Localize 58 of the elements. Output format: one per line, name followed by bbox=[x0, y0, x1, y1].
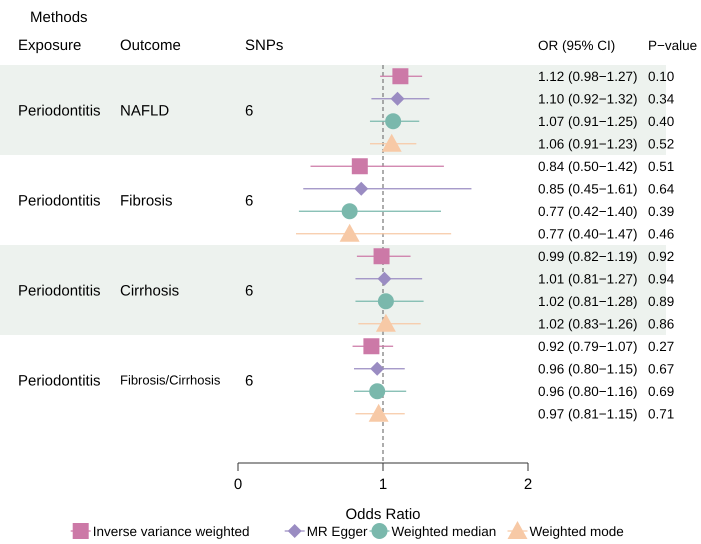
text: Exposure bbox=[18, 37, 82, 54]
text: 0.85 (0.45−1.61) bbox=[538, 181, 638, 196]
text: 0.92 bbox=[648, 248, 674, 264]
text: 0.10 bbox=[648, 68, 674, 84]
text: 0.64 bbox=[648, 181, 675, 196]
legend-label: MR Egger bbox=[306, 524, 368, 539]
text: 1.12 (0.98−1.27) bbox=[538, 68, 638, 84]
text: 1.07 (0.91−1.25) bbox=[538, 114, 638, 129]
text: 1.06 (0.91−1.23) bbox=[538, 136, 638, 152]
text: 0.51 bbox=[648, 158, 674, 174]
text: 0.84 (0.50−1.42) bbox=[538, 158, 638, 174]
annotation: 6 bbox=[245, 282, 254, 300]
text: 1.10 (0.92−1.32) bbox=[538, 91, 638, 106]
annotation: 6 bbox=[245, 102, 254, 120]
text: 0.71 bbox=[648, 406, 674, 422]
annotation: 6 bbox=[245, 192, 254, 210]
text: Periodontitis bbox=[18, 372, 101, 390]
text: 0.86 bbox=[648, 316, 674, 332]
x-tick-label: 2 bbox=[524, 476, 532, 493]
text: 0.77 (0.40−1.47) bbox=[538, 226, 638, 242]
text: Outcome bbox=[120, 37, 181, 54]
text: 0.92 (0.79−1.07) bbox=[538, 338, 638, 354]
text: 0.97 (0.81−1.15) bbox=[538, 406, 638, 422]
text: SNPs bbox=[245, 37, 284, 54]
text: 0.96 (0.80−1.16) bbox=[538, 384, 638, 399]
text: 0.96 (0.80−1.15) bbox=[538, 361, 638, 376]
text: 0.94 bbox=[648, 271, 675, 286]
text: Periodontitis bbox=[18, 192, 101, 210]
text: 1.02 (0.81−1.28) bbox=[538, 294, 638, 309]
text: Methods bbox=[30, 9, 88, 26]
text: 1.01 (0.81−1.27) bbox=[538, 271, 638, 286]
text: 0.89 bbox=[648, 294, 674, 309]
legend-label: Inverse variance weighted bbox=[92, 524, 250, 539]
x-axis-title: Odds Ratio bbox=[345, 506, 421, 523]
annotation: 6 bbox=[245, 372, 254, 390]
text: 0.99 (0.82−1.19) bbox=[538, 248, 638, 264]
text: 0.69 bbox=[648, 384, 674, 399]
text: 1.02 (0.83−1.26) bbox=[538, 316, 638, 332]
legend-label: Weighted mode bbox=[530, 524, 624, 539]
text: P−value bbox=[648, 38, 698, 53]
text: 0.27 bbox=[648, 338, 674, 354]
y-tick-label: NAFLD bbox=[120, 102, 170, 120]
text: 0.67 bbox=[648, 361, 674, 376]
text: Periodontitis bbox=[18, 102, 101, 120]
text: 0.40 bbox=[648, 114, 674, 129]
text: 0.34 bbox=[648, 91, 675, 106]
x-tick-label: 0 bbox=[234, 476, 242, 493]
text: 0.77 (0.42−1.40) bbox=[538, 204, 638, 219]
x-tick-label: 1 bbox=[378, 476, 388, 493]
text: 0.52 bbox=[648, 136, 674, 152]
text: Periodontitis bbox=[18, 282, 101, 300]
text: OR (95% CI) bbox=[538, 38, 616, 53]
text: 0.46 bbox=[648, 226, 674, 242]
legend-label: Weighted median bbox=[392, 524, 496, 539]
text: 0.39 bbox=[648, 204, 674, 219]
y-tick-label: Fibrosis bbox=[120, 192, 173, 210]
y-tick-label: Cirrhosis bbox=[120, 282, 180, 300]
y-tick-label: Fibrosis/Cirrhosis bbox=[120, 372, 221, 388]
